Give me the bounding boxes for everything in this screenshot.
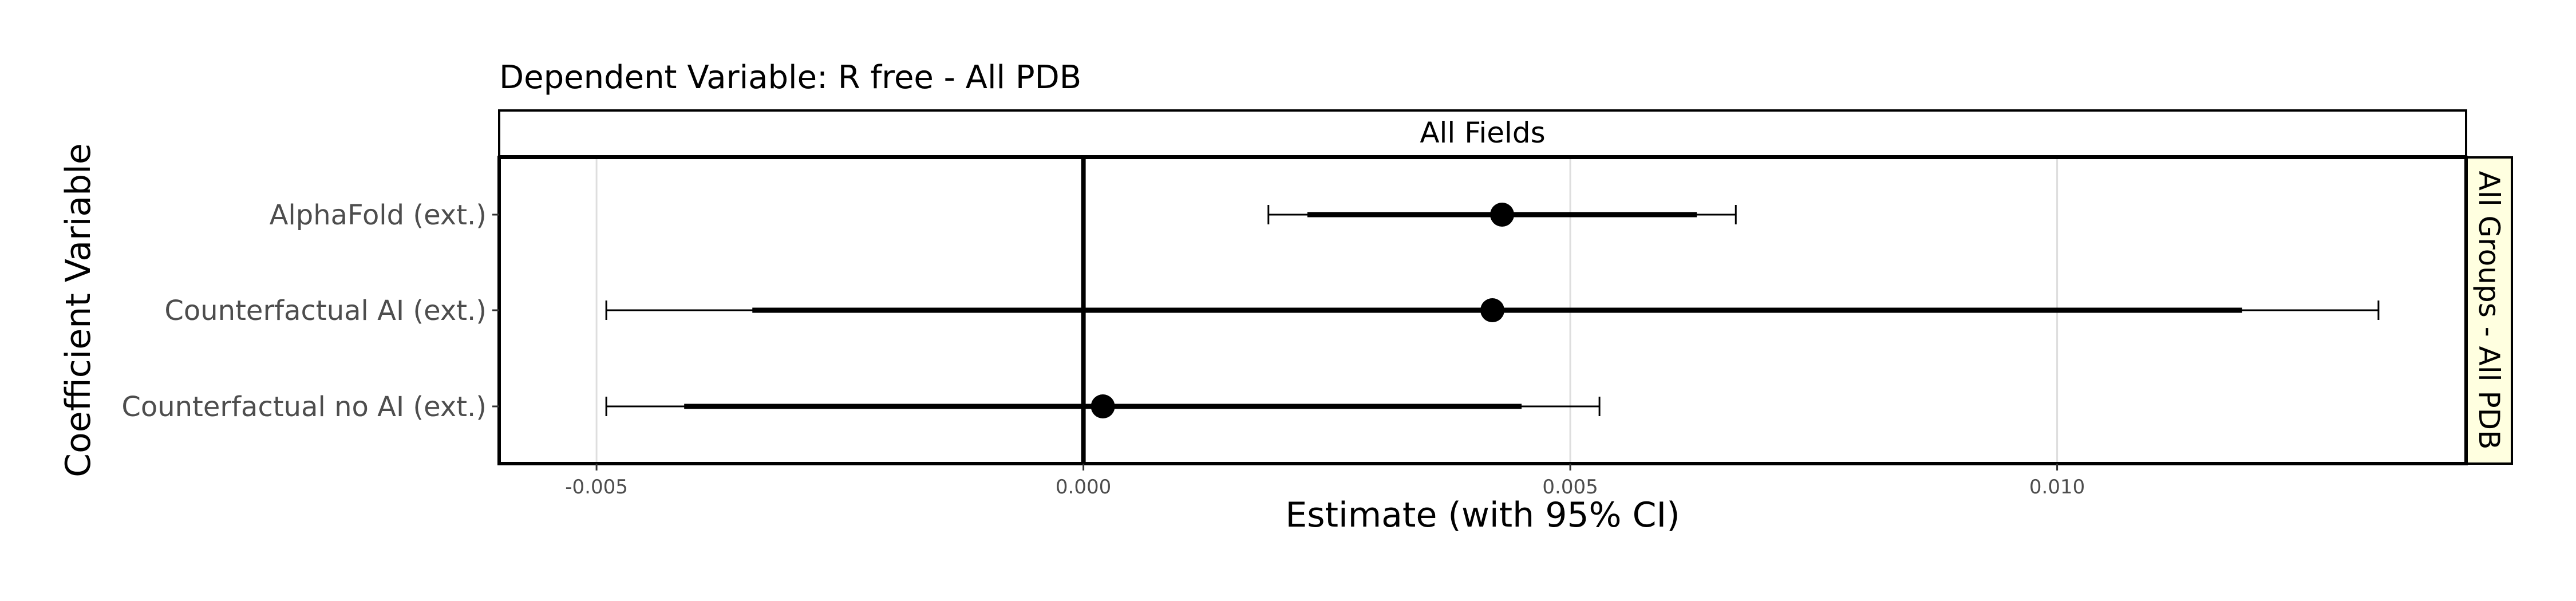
y-tick-label-1: Counterfactual AI (ext.): [164, 295, 487, 327]
facet-strip-top: All Fields: [498, 109, 2467, 157]
x-tick-label-0: -0.005: [565, 476, 628, 499]
x-tick-labels: -0.005 0.000 0.005 0.010: [565, 464, 2085, 499]
coefficient-marks: [605, 203, 2380, 418]
y-tick-label-0: AlphaFold (ext.): [270, 199, 487, 231]
facet-strip-top-box: [498, 109, 2467, 157]
estimate-point-2: [1091, 394, 1115, 418]
estimate-point-1: [1480, 298, 1505, 322]
x-tick-label-2: 0.005: [1542, 476, 1598, 499]
facet-strip-right: All Groups - All PDB: [2465, 156, 2513, 465]
x-tick-label-1: 0.000: [1056, 476, 1111, 499]
x-tick-label-3: 0.010: [2029, 476, 2085, 499]
facet-strip-right-box: [2465, 156, 2513, 465]
x-axis-label: Estimate (with 95% CI): [1285, 495, 1680, 535]
y-axis-label: Coefficient Variable: [58, 143, 98, 477]
estimate-point-0: [1490, 203, 1515, 227]
y-tick-label-2: Counterfactual no AI (ext.): [121, 391, 487, 423]
chart-title: Dependent Variable: R free - All PDB: [499, 59, 1081, 96]
y-tick-labels: AlphaFold (ext.) Counterfactual AI (ext.)…: [121, 199, 499, 423]
facet-strip-right-label: All Groups - All PDB: [2472, 171, 2506, 450]
facet-strip-top-label: All Fields: [1420, 116, 1545, 149]
